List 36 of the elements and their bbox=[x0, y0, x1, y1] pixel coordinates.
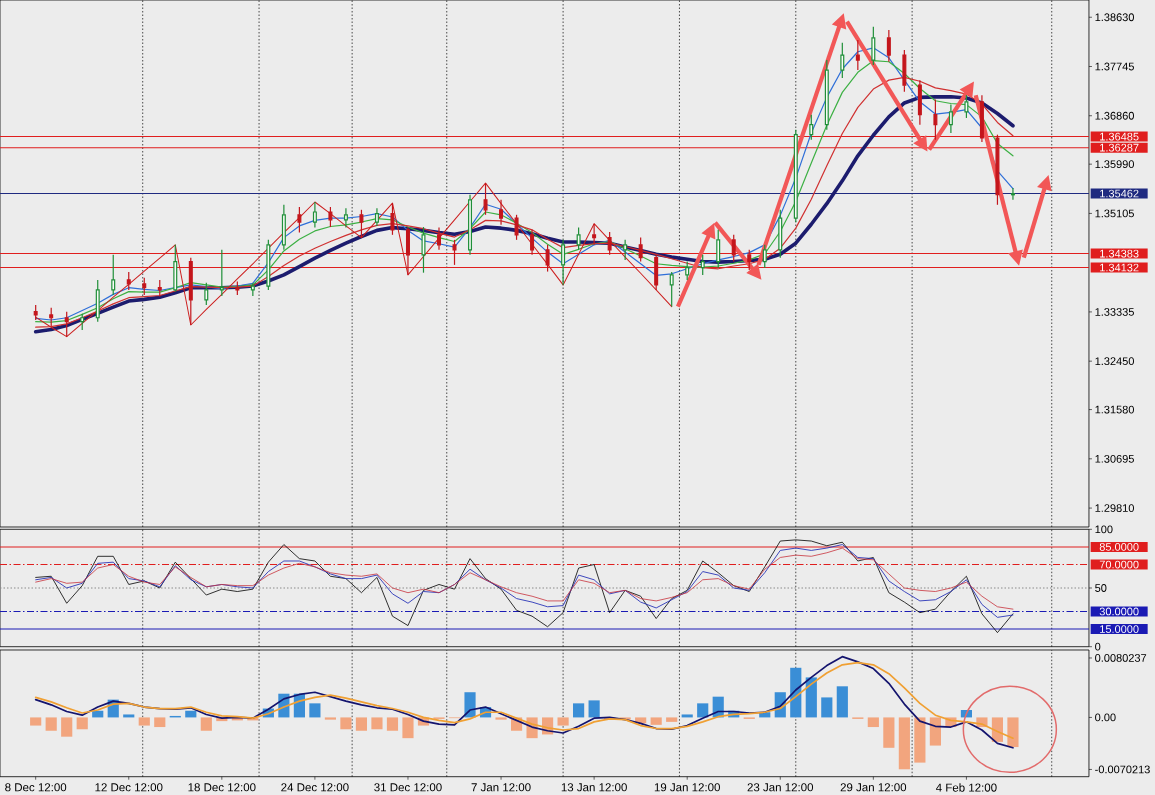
x-tick-label: 31 Dec 12:00 bbox=[374, 783, 442, 792]
y-tick-label: 1.31580 bbox=[1095, 405, 1134, 414]
y-tick-label: -0.0070213 bbox=[1095, 765, 1150, 774]
y-tick-label: 1.38630 bbox=[1095, 13, 1134, 22]
y-tick-label: 100 bbox=[1095, 525, 1113, 534]
x-tick-label: 23 Jan 12:00 bbox=[747, 783, 814, 792]
x-tick-label: 18 Dec 12:00 bbox=[188, 783, 256, 792]
x-tick-label: 19 Jan 12:00 bbox=[654, 783, 720, 792]
ref-line-label: 1.36485 bbox=[1100, 132, 1139, 141]
ref-line-label: 85.0000 bbox=[1099, 543, 1139, 551]
ref-line-label: 1.34383 bbox=[1100, 249, 1139, 258]
y-tick-label: 1.37745 bbox=[1095, 62, 1134, 71]
ref-line-label: 70.0000 bbox=[1099, 560, 1139, 569]
y-tick-label: 1.35990 bbox=[1095, 160, 1134, 169]
x-tick-label: 7 Jan 12:00 bbox=[471, 783, 531, 792]
x-tick-label: 4 Feb 12:00 bbox=[935, 783, 997, 792]
y-tick-label: 1.30695 bbox=[1095, 454, 1134, 463]
y-tick-label: 1.36860 bbox=[1095, 111, 1134, 120]
ref-line-label: 15.0000 bbox=[1100, 625, 1139, 633]
ref-line-label: 1.34132 bbox=[1100, 263, 1139, 272]
y-tick-label: 50 bbox=[1095, 584, 1107, 592]
x-tick-label: 24 Dec 12:00 bbox=[281, 783, 349, 792]
y-tick-label: 1.32450 bbox=[1095, 357, 1134, 366]
y-tick-label: 1.35105 bbox=[1095, 209, 1134, 218]
y-tick-label: 1.29810 bbox=[1095, 504, 1134, 512]
ref-line-label: 1.35462 bbox=[1100, 189, 1139, 198]
x-tick-label: 13 Jan 12:00 bbox=[561, 783, 627, 792]
x-tick-label: 29 Jan 12:00 bbox=[840, 783, 907, 792]
ref-line-label: 1.36287 bbox=[1100, 143, 1139, 152]
x-tick-label: 12 Dec 12:00 bbox=[95, 783, 163, 792]
x-tick-label: 8 Dec 12:00 bbox=[5, 783, 67, 792]
y-tick-label: 0.0080237 bbox=[1095, 654, 1147, 662]
y-tick-label: 1.33335 bbox=[1095, 308, 1134, 316]
ref-line-label: 30.0000 bbox=[1099, 607, 1139, 616]
y-tick-label: 0 bbox=[1095, 642, 1101, 651]
y-tick-label: 0.00 bbox=[1095, 713, 1116, 722]
